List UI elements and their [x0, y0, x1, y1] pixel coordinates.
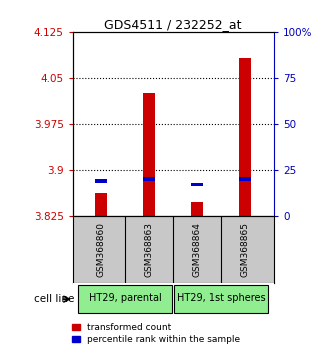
Title: GDS4511 / 232252_at: GDS4511 / 232252_at — [105, 18, 242, 31]
Bar — [143, 93, 155, 216]
Text: GSM368863: GSM368863 — [145, 222, 154, 277]
Bar — [191, 202, 203, 216]
Bar — [239, 177, 251, 181]
FancyBboxPatch shape — [174, 285, 268, 314]
Bar — [95, 193, 107, 216]
Text: HT29, parental: HT29, parental — [89, 293, 162, 303]
Bar — [143, 177, 155, 181]
Bar — [239, 58, 251, 216]
Bar — [95, 179, 107, 183]
Legend: transformed count, percentile rank within the sample: transformed count, percentile rank withi… — [72, 323, 240, 344]
FancyBboxPatch shape — [78, 285, 172, 314]
Text: GSM368864: GSM368864 — [193, 222, 202, 277]
Text: GSM368860: GSM368860 — [97, 222, 106, 277]
Text: GSM368865: GSM368865 — [241, 222, 249, 277]
Text: HT29, 1st spheres: HT29, 1st spheres — [177, 293, 266, 303]
Text: cell line: cell line — [34, 294, 75, 304]
Bar — [191, 183, 203, 187]
